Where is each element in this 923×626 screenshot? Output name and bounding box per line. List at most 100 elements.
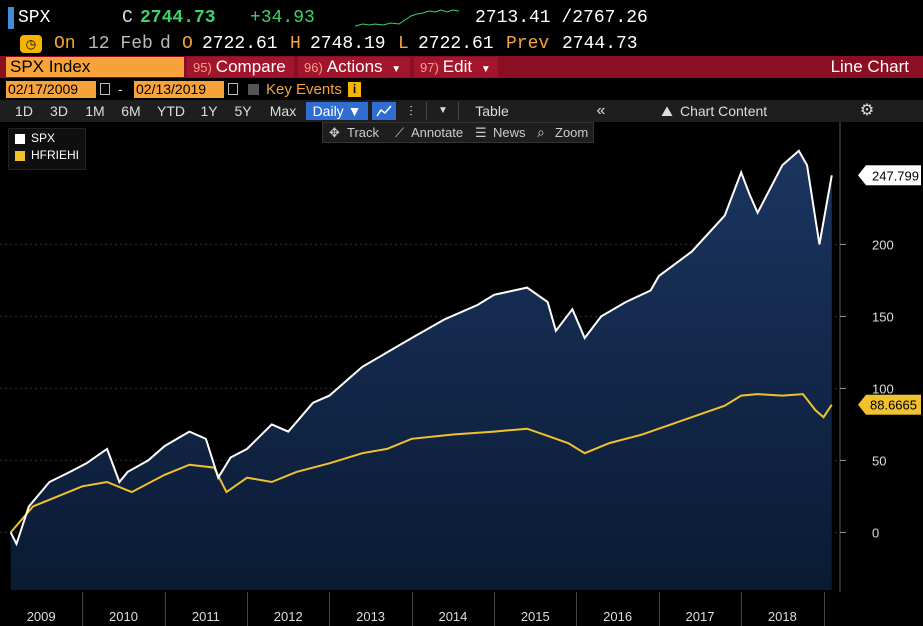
x-axis-label: 2014 (438, 609, 468, 624)
news-button[interactable]: News (493, 125, 526, 140)
range-5y[interactable]: 5Y (234, 103, 252, 119)
actions-button[interactable]: 96) Actions ▼ (298, 57, 410, 77)
hfri-legend-label: HFRIEHI (31, 148, 79, 162)
line-chart-icon[interactable] (372, 102, 396, 120)
range-toolbar: 1D 3D 1M 6M YTD 1Y 5Y Max Daily ▼ ⫶ ▼ Ta… (0, 100, 923, 122)
date-range-row: 02/17/2009 - 02/13/2019 Key Events i (0, 80, 923, 100)
zoom-icon[interactable]: ⌕ (537, 124, 545, 140)
chart-type-label: Line Chart (830, 57, 909, 76)
track-button[interactable]: Track (347, 125, 380, 140)
x-axis-label: 2010 (109, 609, 138, 624)
x-axis: 2009 2010 2011 2012 2013 2014 2015 2016 2017 2018 (0, 592, 923, 626)
low-label: L (398, 34, 409, 54)
y-axis-ticks: 0 50 100 150 200 (840, 237, 894, 540)
toolbar-divider (426, 102, 427, 120)
menu-bar: SPX Index 95) Compare 96) Actions ▼ 97) Edi… (0, 56, 923, 78)
range-1y[interactable]: 1Y (200, 103, 218, 119)
clock-icon[interactable]: ◷ (20, 35, 42, 53)
track-icon[interactable]: ✥ (329, 125, 340, 140)
hfri-legend-swatch (15, 151, 25, 161)
day-range: 2713.41 /2767.26 (475, 8, 648, 28)
actions-dropdown-icon: ▼ (391, 64, 402, 75)
key-events-info-icon[interactable]: i (348, 82, 361, 97)
edit-number: 97) (420, 60, 439, 75)
range-ytd[interactable]: YTD (157, 103, 185, 119)
x-axis-divider (494, 592, 496, 626)
start-calendar-icon[interactable] (100, 83, 110, 95)
range-1d[interactable]: 1D (15, 103, 33, 119)
x-axis-divider (82, 592, 84, 626)
compare-button[interactable]: 95) Compare (187, 57, 294, 77)
on-label: On (54, 34, 76, 54)
d-label: d (160, 34, 171, 54)
end-calendar-icon[interactable] (228, 83, 238, 95)
hfri-badge-pointer (858, 394, 866, 415)
security-field[interactable]: SPX Index (6, 57, 184, 77)
x-axis-label: 2018 (767, 609, 797, 624)
session-date: 12 Feb (88, 34, 153, 54)
annotate-icon[interactable]: ⟋ (395, 125, 405, 140)
session-row: ◷ On 12 Feb d O 2722.61 H 2748.19 L 2722… (0, 32, 923, 56)
range-6m[interactable]: 6M (121, 103, 141, 119)
date-dash: - (118, 81, 123, 97)
x-axis-divider (411, 592, 413, 626)
news-icon[interactable]: ☰ (475, 125, 487, 140)
actions-label: Actions (326, 57, 383, 76)
quote-header: SPX C 2744.73 +34.93 2713.41 /2767.26 (0, 6, 923, 30)
chart-content-button[interactable]: Chart Content (680, 103, 768, 119)
chart-legend[interactable]: SPX HFRIEHI (8, 128, 86, 170)
spx-last-value-badge (866, 165, 921, 186)
x-axis-divider (329, 592, 331, 626)
end-date-input[interactable]: 02/13/2019 (134, 81, 224, 98)
range-1m[interactable]: 1M (85, 103, 105, 119)
chart-type-dropdown-icon[interactable]: ▼ (438, 105, 448, 116)
x-axis-label: 2009 (26, 609, 56, 624)
x-axis-label: 2015 (520, 609, 550, 624)
edit-button[interactable]: 97) Edit ▼ (414, 57, 498, 77)
x-axis-divider (576, 592, 578, 626)
intraday-sparkline (355, 9, 460, 27)
open-label: O (182, 34, 193, 54)
price-chart[interactable]: 0 50 100 150 200 247.799 88.6665 (0, 122, 923, 592)
range-max[interactable]: Max (269, 103, 297, 119)
ticker-marker (8, 7, 14, 29)
low-value: 2722.61 (418, 34, 494, 54)
x-axis-divider (658, 592, 660, 626)
bar-chart-icon[interactable]: ⫶ (409, 103, 413, 119)
spx-last-value: 247.799 (872, 168, 919, 183)
x-axis-label: 2016 (603, 609, 633, 624)
range-3d[interactable]: 3D (50, 103, 68, 119)
chart-content-icon[interactable]: ⛰ (661, 103, 673, 119)
y-tick-label: 50 (872, 453, 886, 468)
compare-number: 95) (193, 60, 212, 75)
ticker-symbol[interactable]: SPX (18, 8, 51, 28)
prev-value: 2744.73 (562, 34, 638, 54)
key-events-label[interactable]: Key Events (266, 81, 342, 98)
spx-series-line (9, 149, 833, 547)
x-axis-divider (823, 592, 825, 626)
last-value-badges: 247.799 88.6665 (858, 165, 921, 415)
zoom-button[interactable]: Zoom (555, 125, 589, 140)
x-axis-divider (741, 592, 743, 626)
y-tick-label: 150 (872, 309, 894, 324)
chart-tools-toolbar: ✥ Track ⟋ Annotate ☰ News ⌕ Zoom (322, 122, 594, 143)
x-axis-label: 2013 (356, 609, 386, 624)
x-axis-label: 2017 (685, 609, 715, 624)
start-date-input[interactable]: 02/17/2009 (6, 81, 96, 98)
spx-legend-swatch (15, 134, 25, 144)
y-tick-label: 200 (872, 237, 894, 252)
hfri-last-value: 88.6665 (870, 398, 917, 413)
table-button[interactable]: Table (475, 103, 509, 119)
key-events-checkbox[interactable] (248, 84, 259, 95)
y-tick-label: 0 (872, 525, 879, 540)
gear-icon[interactable]: ⚙ (859, 102, 875, 119)
collapse-icon[interactable]: « (596, 102, 606, 119)
actions-number: 96) (304, 60, 323, 75)
edit-dropdown-icon: ▼ (480, 64, 491, 75)
compare-label: Compare (215, 57, 286, 76)
periodicity-dropdown[interactable]: Daily ▼ (306, 102, 368, 120)
spx-legend-label: SPX (31, 131, 56, 145)
annotate-button[interactable]: Annotate (411, 125, 464, 140)
x-axis-divider (164, 592, 166, 626)
high-value: 2748.19 (310, 34, 386, 54)
